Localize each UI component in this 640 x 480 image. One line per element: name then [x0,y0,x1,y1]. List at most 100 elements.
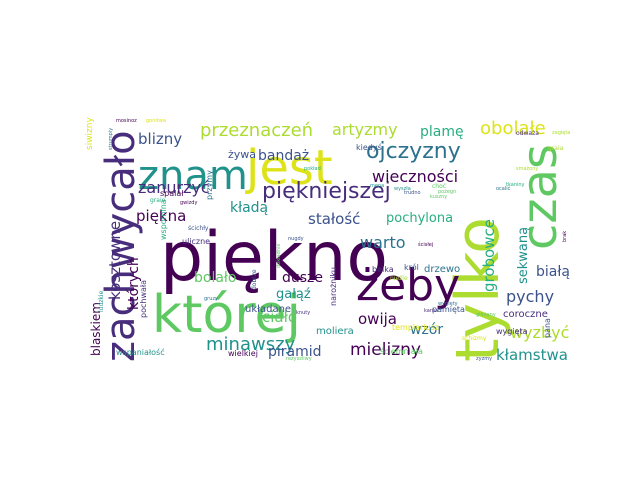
cloud-word: sekwaną [516,227,531,284]
cloud-word: stałość [308,210,360,228]
cloud-word: trudno [404,190,421,196]
cloud-word: żeby [356,260,460,311]
cloud-word: kłamstwa [496,346,568,364]
cloud-word: ścisłej [418,241,433,248]
cloud-word: tkaniny [506,182,525,188]
cloud-word: wzór [410,322,443,338]
cloud-word: kiedyś [356,142,382,152]
cloud-word: wielkiej [228,349,258,358]
cloud-word: czas [512,144,568,250]
cloud-word: wyszła [394,186,411,192]
cloud-word: karna [424,308,438,314]
cloud-word: smażony [516,166,538,172]
cloud-word: gonitwa [146,118,166,124]
cloud-word: piramid [268,344,322,360]
cloud-word: dokładnie [276,244,282,268]
cloud-word: nieźle [390,275,408,282]
cloud-word: pana [543,318,552,338]
cloud-word: schizmy [462,335,487,342]
cloud-word: knuty [296,310,310,316]
cloud-word: gliniany [476,312,496,318]
cloud-word: spalał [160,189,184,198]
cloud-word: zagięta [552,130,570,136]
cloud-word: belka [372,265,394,274]
cloud-word: mielizny [350,340,421,360]
cloud-word: gwizdy [180,200,197,206]
cloud-word: drzewo [424,264,460,275]
cloud-word: przymy [205,170,214,200]
word-layer: pięknoktórejjesttylkoczaszachwycałoznamż… [85,117,570,364]
cloud-word: król [404,262,419,272]
cloud-word: przeznaczeń [200,120,313,141]
cloud-word: pochylona [386,211,453,226]
cloud-word: graia [548,145,564,152]
cloud-word: uliczne [182,237,210,246]
cloud-word: grobowce [480,219,498,292]
cloud-word: ludzkie [98,290,105,312]
cloud-word: pochwała [139,280,148,318]
cloud-word: układane [245,304,291,315]
cloud-word: piękniejszej [262,179,391,204]
cloud-word: siwizny [85,117,95,150]
cloud-word: ojczyzny [366,139,461,164]
cloud-word: piękna [136,207,186,225]
cloud-word: kładą [230,200,268,216]
cloud-word: mena [370,183,384,189]
cloud-word: gałąź [276,287,311,302]
cloud-word: artyzmy [332,120,398,139]
cloud-word: kosztowne [106,221,124,300]
cloud-word: plamę [420,124,464,140]
cloud-word: narożniku [329,267,338,306]
cloud-word: pożegn [438,189,456,195]
cloud-word: pokład [304,166,321,172]
cloud-word: ściemniała [380,346,423,356]
cloud-word: nugdy [288,236,304,242]
cloud-word: zachwycało [98,130,144,362]
cloud-word: zanurzyć [138,178,210,197]
cloud-word: żywa [228,148,256,161]
cloud-word: dusze [282,270,323,286]
cloud-word: wspomina [159,199,168,240]
cloud-word: wygięty [438,301,458,307]
cloud-word: templariusz [392,323,439,332]
cloud-word: wygięta [496,327,528,336]
cloud-word: dobrze [251,269,258,290]
cloud-word: pamięta [432,305,465,314]
cloud-word: zyzmy [476,356,492,362]
cloud-word: blaskiem [89,302,103,356]
cloud-word: mosinoz [116,118,137,124]
cloud-word: ścichły [188,225,209,232]
cloud-word: których [126,257,142,310]
cloud-word: pychy [506,287,554,306]
cloud-word: choć [432,183,446,190]
cloud-word: owija [358,310,397,328]
cloud-word: strumpiy [108,128,114,150]
cloud-word: tylko [443,217,513,362]
cloud-word: białą [536,264,570,280]
cloud-word: bolało [194,270,236,286]
cloud-word: rezyszliwy [286,356,312,362]
cloud-word: gruzy [204,296,218,302]
cloud-word: kuszny [430,194,447,200]
cloud-word: jest [245,140,333,196]
cloud-word: obolałe [480,118,546,139]
cloud-word: minawszy [206,334,296,355]
cloud-word: piękno [160,218,388,297]
cloud-word: ocalić [496,185,511,192]
cloud-word: której [152,285,301,345]
cloud-word: brak [562,231,568,242]
cloud-word: coroczne [503,309,548,320]
cloud-word: warto [360,233,406,252]
cloud-word: moliera [316,326,354,337]
cloud-word: blizny [138,130,182,148]
cloud-word: graio [150,197,166,204]
cloud-word: wieczności [372,167,458,186]
cloud-word: znam [138,153,248,199]
cloud-word: wspaniałość [116,347,165,357]
cloud-word: wyzbyć [510,323,569,342]
cloud-word: odważa [516,130,539,137]
cloud-word: bandaż [258,148,309,164]
cloud-word: ciało [262,308,297,326]
